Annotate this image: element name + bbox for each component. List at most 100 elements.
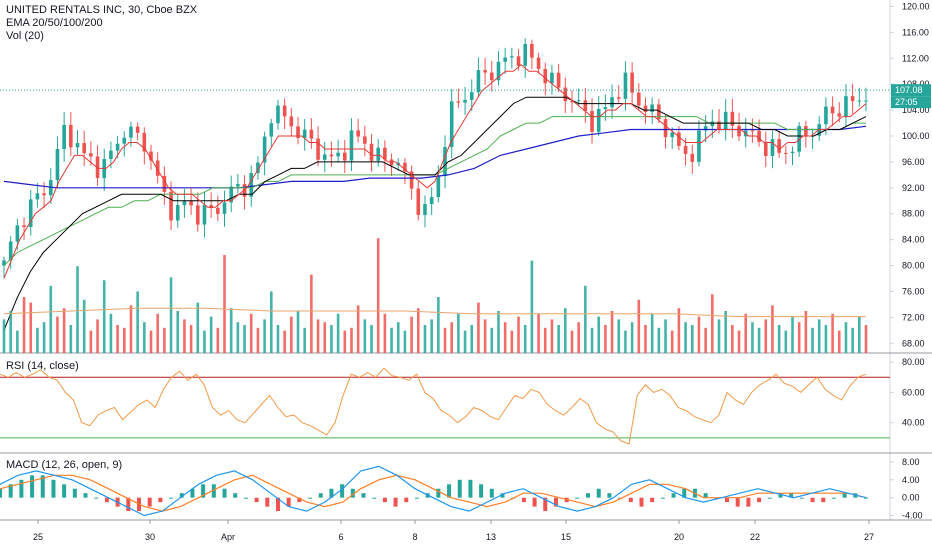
price-candle (403, 158, 407, 184)
ema20-line (3, 64, 867, 279)
price-candle (95, 145, 100, 186)
price-candle (149, 144, 153, 170)
volume-bar (249, 313, 253, 353)
candle-body (637, 92, 641, 106)
candle-body (516, 56, 521, 66)
macd-histogram-bar (586, 493, 591, 498)
macd-histogram-bar (62, 484, 67, 498)
volume-bar (637, 299, 641, 353)
countdown-tag: 27:05 (895, 97, 918, 107)
macd-histogram-bar (179, 493, 184, 498)
candle-body (236, 184, 240, 187)
volume-bar (858, 316, 861, 353)
candle-body (189, 200, 193, 206)
price-tick-label: 80.00 (902, 261, 925, 271)
rsi-tick-label: 40.00 (902, 418, 925, 428)
candle-body (82, 143, 86, 154)
volume-bar (724, 311, 727, 353)
price-candle (616, 85, 621, 103)
price-candle (777, 131, 781, 158)
candle-body (830, 106, 835, 114)
price-candle (35, 183, 40, 208)
time-tick-label: 27 (864, 532, 874, 542)
volume-bar (109, 313, 113, 353)
price-candle (376, 139, 381, 167)
candle-body (309, 129, 314, 139)
volume-bar (296, 311, 300, 353)
price-candle (222, 190, 227, 227)
candle-body (777, 139, 781, 153)
candle-body (469, 92, 474, 100)
candle-body (175, 205, 180, 221)
candle-body (162, 175, 167, 192)
volume-bar (163, 327, 166, 353)
symbol-title: UNITED RENTALS INC, 30, Cboe BZX (6, 4, 198, 16)
candle-body (824, 106, 828, 125)
volume-bar (791, 316, 794, 353)
macd-histogram-bar (286, 497, 291, 507)
macd-histogram-bar (842, 493, 847, 498)
candle-body (844, 96, 848, 117)
macd-histogram-bar (83, 493, 88, 498)
candle-body (142, 132, 147, 152)
price-candle (82, 130, 86, 167)
macd-histogram-bar (104, 497, 109, 503)
macd-histogram-bar (543, 497, 548, 512)
volume-bar (310, 274, 313, 353)
price-candle (22, 217, 26, 240)
volume-bar (290, 316, 293, 353)
macd-histogram-bar (414, 497, 419, 499)
volume-bar (617, 319, 621, 353)
candle-body (837, 113, 842, 117)
price-candle (282, 98, 287, 130)
volume-bar (450, 322, 454, 353)
time-tick-label: Apr (221, 532, 235, 542)
candle-body (550, 72, 554, 84)
price-candle (289, 107, 294, 137)
volume-bar (36, 327, 39, 353)
candle-body (690, 153, 695, 162)
time-tick-label: 15 (561, 532, 571, 542)
macd-histogram-bar (72, 488, 77, 498)
volume-bar (624, 330, 627, 353)
macd-histogram-bar (329, 488, 334, 498)
volume-bar (644, 325, 647, 353)
price-candle (476, 57, 481, 98)
price-candle (135, 122, 140, 141)
price-candle (489, 61, 494, 92)
volume-bar (276, 325, 280, 353)
macd-histogram-bar (575, 497, 580, 499)
macd-tick-label: 4.00 (902, 475, 920, 485)
volume-bar (102, 280, 106, 353)
candle-body (403, 162, 407, 172)
candle-body (449, 101, 454, 148)
price-candle (55, 136, 60, 189)
price-candle (844, 84, 848, 128)
macd-histogram-bar (361, 493, 366, 498)
volume-bar (223, 255, 226, 353)
macd-histogram-bar (382, 497, 387, 503)
volume-bar (777, 325, 781, 353)
macd-histogram-bar (468, 479, 473, 498)
price-tick-label: 68.00 (902, 338, 925, 348)
candle-body (864, 100, 868, 102)
macd-histogram-bar (532, 497, 537, 507)
price-candle (804, 120, 808, 148)
candle-body (195, 205, 200, 225)
volume-bar (657, 327, 661, 353)
volume-bar (771, 305, 774, 353)
volume-bar (356, 305, 360, 353)
candle-body (610, 97, 614, 108)
price-candle (296, 116, 300, 145)
price-candle (416, 181, 421, 221)
price-candle (229, 175, 233, 213)
candle-body (276, 105, 280, 124)
candle-body (229, 186, 233, 203)
price-candle (349, 118, 354, 172)
macd-histogram-bar (500, 493, 505, 498)
candle-body (22, 225, 26, 227)
volume-bar (744, 313, 748, 353)
volume-bar (590, 327, 594, 353)
candle-body (590, 111, 594, 132)
